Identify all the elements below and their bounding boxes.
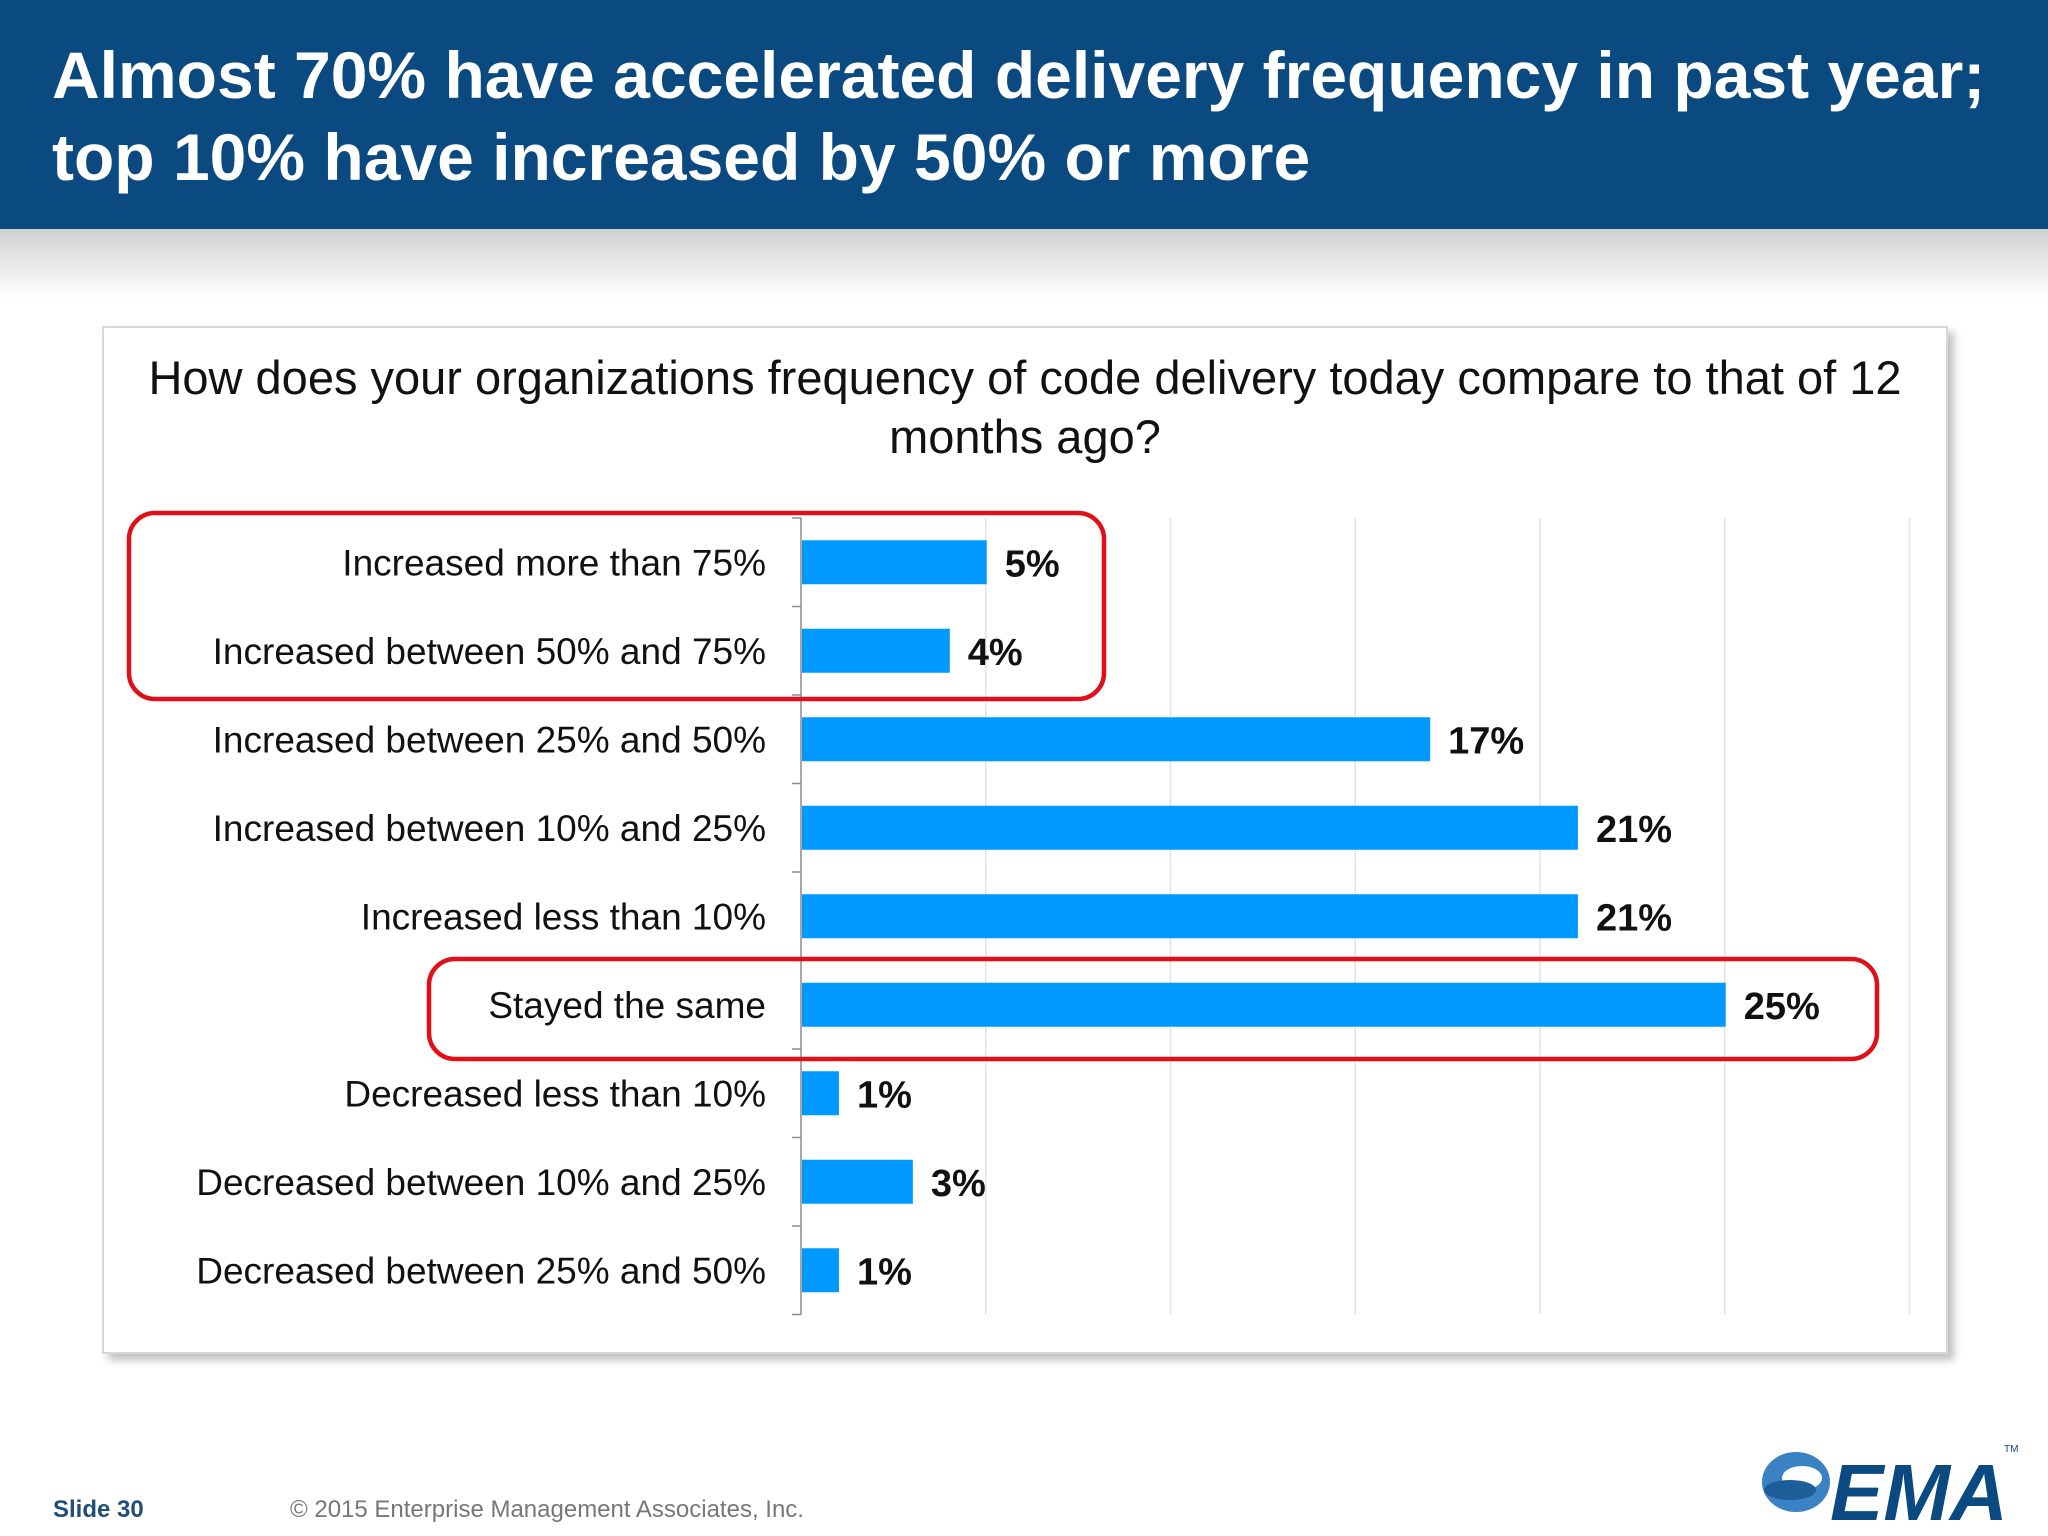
category-label: Increased between 50% and 75%: [213, 631, 766, 672]
title-bar-shadow: [0, 229, 2048, 299]
ema-logo: EMA TM: [1762, 1444, 2018, 1530]
chart-title: How does your organizations frequency of…: [148, 351, 1902, 463]
bar: [802, 717, 1431, 762]
bar: [802, 1248, 839, 1293]
bar: [802, 805, 1578, 850]
category-label: Decreased between 10% and 25%: [196, 1162, 766, 1203]
category-label: Increased between 10% and 25%: [213, 808, 766, 849]
data-label: 4%: [968, 632, 1023, 674]
bar: [802, 540, 987, 585]
category-label: Increased less than 10%: [361, 896, 766, 937]
bar: [802, 628, 950, 673]
logo-wordmark: EMA: [1830, 1448, 2008, 1530]
logo-trademark: TM: [2004, 1444, 2018, 1455]
data-label: 5%: [1005, 543, 1060, 585]
highlight-callout: [426, 956, 1880, 1062]
data-label: 21%: [1596, 809, 1672, 851]
slide-title: Almost 70% have accelerated delivery fre…: [52, 38, 1986, 194]
data-label: 21%: [1596, 897, 1672, 939]
category-label: Decreased less than 10%: [344, 1073, 766, 1114]
bar: [802, 982, 1726, 1027]
category-label: Increased between 25% and 50%: [213, 719, 766, 760]
title-bar: Almost 70% have accelerated delivery fre…: [0, 0, 2048, 229]
copyright-text: © 2015 Enterprise Management Associates,…: [290, 1496, 804, 1523]
bar: [802, 894, 1578, 939]
bar-chart: Increased more than 75% 5% Increased betwe…: [126, 510, 1911, 1316]
category-label: Decreased between 25% and 50%: [196, 1250, 766, 1291]
data-label: 3%: [931, 1163, 986, 1205]
bar: [802, 1159, 913, 1204]
data-label: 1%: [857, 1251, 912, 1293]
chart-panel: How does your organizations frequency of…: [102, 326, 1948, 1354]
category-label: Increased more than 75%: [342, 542, 766, 583]
data-label: 1%: [857, 1074, 912, 1116]
data-label: 25%: [1744, 986, 1820, 1028]
slide-number: Slide 30: [53, 1496, 144, 1523]
highlight-callout: [126, 510, 1107, 702]
category-label: Stayed the same: [488, 985, 766, 1026]
bar: [802, 1071, 839, 1116]
data-label: 17%: [1448, 720, 1524, 762]
